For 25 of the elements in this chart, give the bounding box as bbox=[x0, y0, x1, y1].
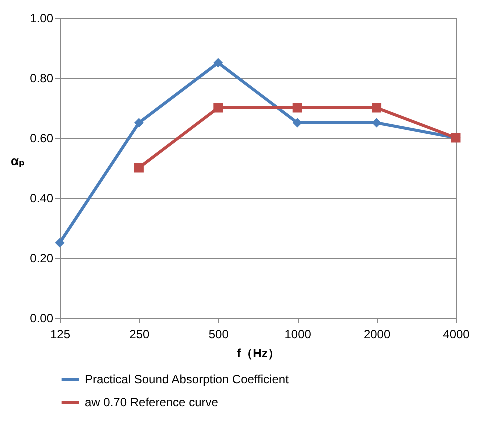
y-tick-label: 1.00 bbox=[30, 12, 54, 26]
y-tick-label: 0.00 bbox=[30, 312, 54, 326]
x-tick-label: 1000 bbox=[284, 328, 312, 342]
x-axis-title: f（Hz） bbox=[237, 346, 280, 360]
point bbox=[55, 238, 65, 248]
x-tick-label: 250 bbox=[130, 328, 150, 342]
point bbox=[372, 103, 382, 113]
x-tick-label: 2000 bbox=[364, 328, 391, 342]
point bbox=[214, 58, 224, 68]
point bbox=[214, 103, 224, 113]
legend-label: aw 0.70 Reference curve bbox=[85, 396, 219, 410]
point bbox=[292, 118, 302, 128]
y-axis-title: αₚ bbox=[11, 154, 26, 168]
x-tick-label: 500 bbox=[208, 328, 230, 342]
point bbox=[134, 163, 144, 173]
point bbox=[292, 103, 302, 113]
y-tick-label: 0.20 bbox=[30, 252, 54, 266]
x-tick-label: 125 bbox=[50, 328, 71, 342]
point bbox=[134, 118, 144, 128]
point bbox=[372, 118, 382, 128]
legend-label: Practical Sound Absorption Coefficient bbox=[85, 372, 290, 386]
y-tick-label: 0.40 bbox=[30, 192, 54, 206]
y-tick-label: 0.80 bbox=[30, 72, 54, 86]
x-tick-label: 4000 bbox=[443, 328, 470, 342]
y-tick-label: 0.60 bbox=[30, 132, 54, 146]
